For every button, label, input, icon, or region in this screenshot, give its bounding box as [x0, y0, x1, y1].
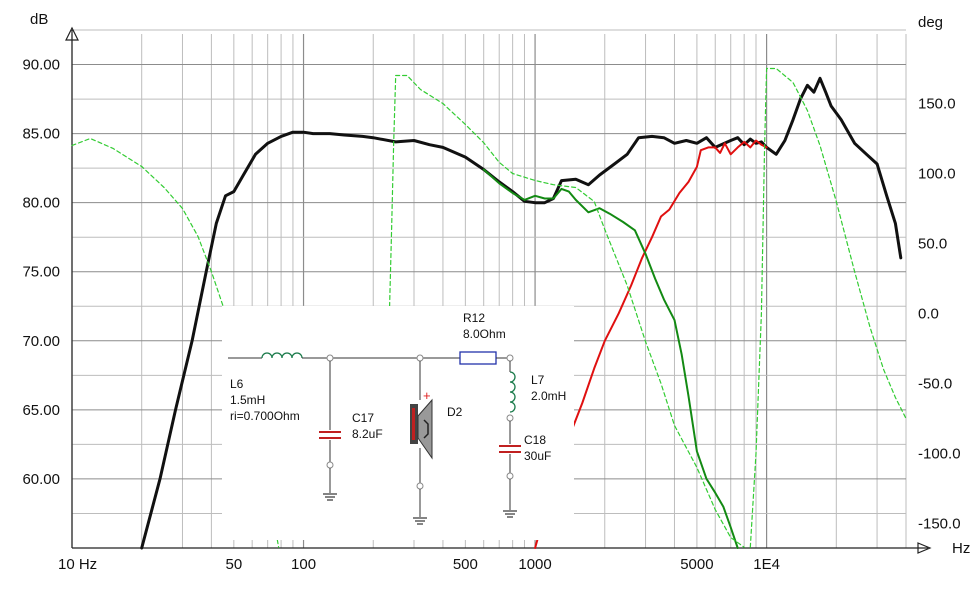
speaker-d2-icon: [410, 398, 433, 460]
y-axis-unit-label: dB: [30, 11, 48, 28]
y-tick-label: 75.00: [22, 264, 60, 281]
x-tick-label: 1000: [518, 556, 551, 573]
y2-tick-label: -150.0: [918, 516, 961, 533]
x-tick-label: 10 Hz: [58, 556, 97, 573]
c18-name-label: C18: [524, 433, 546, 447]
node-c18-bottom: [506, 472, 514, 480]
y-tick-label: 90.00: [22, 57, 60, 74]
y2-tick-label: -100.0: [918, 446, 961, 463]
c17-value-label: 8.2uF: [352, 427, 383, 441]
x-tick-label: 50: [225, 556, 242, 573]
y2-axis-unit-label: deg: [918, 14, 943, 31]
ground-d2-icon: [413, 517, 427, 525]
l7-value-label: 2.0mH: [531, 389, 566, 403]
c18-value-label: 30uF: [524, 449, 551, 463]
node-d2-top: [416, 354, 424, 362]
y-tick-label: 65.00: [22, 402, 60, 419]
ground-c18-icon: [503, 510, 517, 518]
d2-name-label: D2: [447, 405, 463, 419]
spl-curve-0: [140, 76, 903, 550]
y2-tick-label: 50.0: [918, 236, 947, 253]
crossover-schematic: + L6 1.5mH ri=0.700Ohm C17 8.2uF D2 R12 …: [222, 306, 574, 540]
node-l7-top: [506, 354, 514, 362]
l6-value-label: 1.5mH: [230, 393, 265, 407]
x-axis-unit-label: Hz: [952, 540, 970, 557]
node-l7-bottom: [506, 414, 514, 422]
x-tick-label: 100: [291, 556, 316, 573]
y2-tick-label: -50.0: [918, 376, 952, 393]
tick-labels: 90.00 85.00 80.00 75.00 70.00 65.00 60.00 150.0…: [22, 57, 960, 573]
phase-curve-4: [388, 74, 745, 548]
r12-name-label: R12: [463, 311, 485, 325]
l7-name-label: L7: [531, 373, 545, 387]
axes: dB deg Hz: [30, 11, 970, 557]
y-tick-label: 60.00: [22, 471, 60, 488]
x-tick-label: 500: [453, 556, 478, 573]
c17-name-label: C17: [352, 411, 374, 425]
ground-c17-icon: [323, 493, 337, 501]
x-tick-label: 1E4: [753, 556, 780, 573]
y2-tick-label: 0.0: [918, 306, 939, 323]
spl-curve-2: [482, 168, 739, 549]
l6-ri-label: ri=0.700Ohm: [230, 409, 300, 423]
y-tick-label: 70.00: [22, 333, 60, 350]
spl-curve-1: [534, 139, 768, 549]
l6-name-label: L6: [230, 377, 244, 391]
phase-curve-5: [749, 67, 907, 548]
resistor-r12-icon: [459, 351, 497, 365]
left-axis-arrow-icon: [65, 26, 79, 41]
node-d2-bottom: [416, 482, 424, 490]
y-tick-label: 80.00: [22, 195, 60, 212]
r12-value-label: 8.0Ohm: [463, 327, 506, 341]
inductor-l7-icon: [509, 371, 516, 413]
bottom-axis-arrow-icon: [917, 542, 932, 554]
y2-tick-label: 150.0: [918, 96, 956, 113]
y2-tick-label: 100.0: [918, 166, 956, 183]
speaker-polarity-mark: +: [423, 388, 431, 403]
node-c17-bottom: [326, 461, 334, 469]
inductor-l6-icon: [261, 352, 303, 359]
y-tick-label: 85.00: [22, 126, 60, 143]
x-tick-label: 5000: [680, 556, 713, 573]
node-c17-top: [326, 354, 334, 362]
schematic-background: [222, 306, 574, 540]
